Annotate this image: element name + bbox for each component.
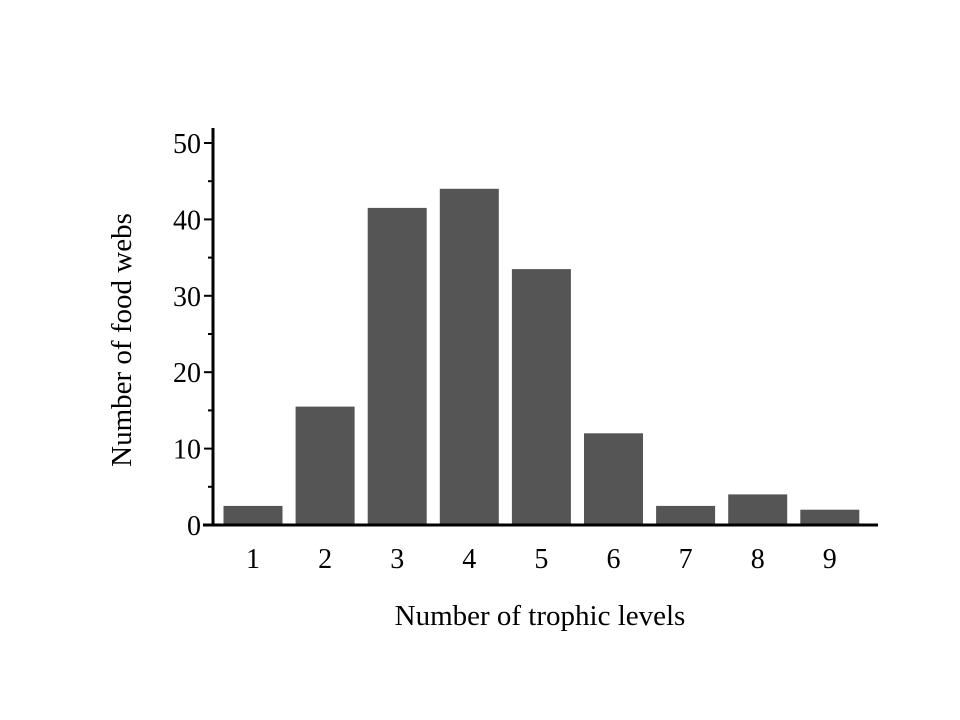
x-axis-title: Number of trophic levels: [395, 600, 686, 632]
x-tick-label-7: 7: [679, 544, 693, 575]
bar-2: [295, 406, 355, 525]
bar-5: [511, 269, 571, 525]
bar-4: [439, 188, 499, 526]
bar-8: [728, 494, 788, 525]
x-tick-label-2: 2: [318, 544, 332, 575]
x-tick-label-1: 1: [246, 544, 260, 575]
y-tick-label-30: 30: [173, 282, 201, 313]
bar-3: [367, 207, 427, 525]
y-tick-label-40: 40: [173, 205, 201, 236]
bar-7: [656, 505, 716, 525]
x-tick-label-8: 8: [751, 544, 765, 575]
x-tick-label-6: 6: [607, 544, 621, 575]
y-tick-label-20: 20: [173, 358, 201, 389]
y-tick-label-0: 0: [187, 511, 201, 542]
y-axis-title: Number of food webs: [106, 213, 138, 467]
y-tick-label-10: 10: [173, 435, 201, 466]
x-tick-label-5: 5: [534, 544, 548, 575]
bars-group: [223, 188, 860, 526]
bar-1: [223, 505, 283, 525]
x-tick-label-3: 3: [390, 544, 404, 575]
y-tick-label-50: 50: [173, 129, 201, 160]
bar-9: [800, 509, 860, 525]
y-axis: 0 10 20 30 40 50: [173, 128, 215, 542]
x-axis: 1 2 3 4 5 6 7 8 9: [203, 523, 878, 575]
bar-6: [584, 433, 643, 525]
x-tick-label-9: 9: [823, 544, 837, 575]
x-tick-label-4: 4: [462, 544, 476, 575]
